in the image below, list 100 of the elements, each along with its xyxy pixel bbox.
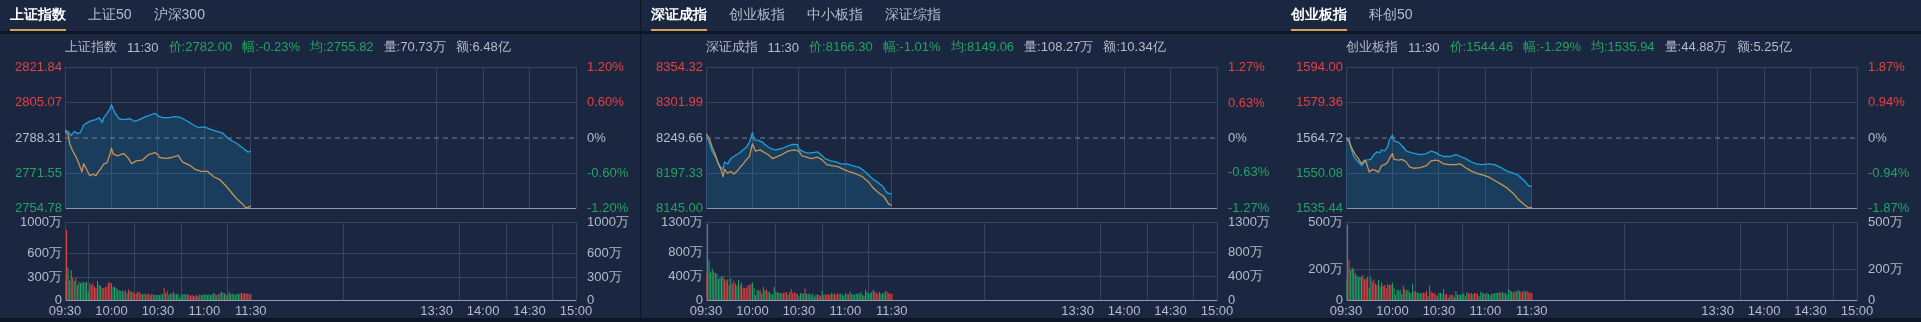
chart-title: 上证指数 xyxy=(65,38,117,56)
y2-tick-label: 1.20% xyxy=(587,59,625,75)
chart-title: 深证成指 xyxy=(705,38,758,56)
y-tick-label: 8249.66 xyxy=(655,129,703,145)
y-tick-label: 1300万 xyxy=(660,214,703,230)
y-tick-label: 0 xyxy=(695,291,703,307)
chart-subtitle: 11:30 xyxy=(127,39,159,55)
y-tick-label: 2754.78 xyxy=(15,199,62,215)
y-tick-label: 8197.33 xyxy=(655,164,703,180)
y2-tick-label: -1.87% xyxy=(1868,199,1910,215)
y2-tick-label: -1.20% xyxy=(587,199,629,215)
x-tick-label: 11:30 xyxy=(1516,302,1548,318)
x-tick-label: 10:00 xyxy=(1376,302,1409,318)
y-tick-label: 1594.00 xyxy=(1296,59,1343,75)
text: 价:1544.46 xyxy=(1449,38,1514,56)
y-tick-label: 300万 xyxy=(27,268,62,284)
text: 额:5.25亿 xyxy=(1736,38,1792,56)
x-tick-label: 11:00 xyxy=(188,302,221,318)
y-tick-label: 600万 xyxy=(27,245,62,261)
text: 价:2782.00 xyxy=(168,38,233,56)
text: 创业板指 xyxy=(1291,6,1347,31)
y2-tick-label: 0.63% xyxy=(1227,94,1265,110)
y2-tick-label: 0 xyxy=(1227,291,1235,307)
y-tick-label: 1000万 xyxy=(20,214,62,230)
y-tick-label: 500万 xyxy=(1308,214,1343,230)
y2-tick-label: 0 xyxy=(1868,291,1876,307)
x-tick-label: 14:30 xyxy=(1153,302,1187,318)
x-tick-label: 10:30 xyxy=(141,302,175,318)
y2-tick-label: -0.60% xyxy=(587,164,629,180)
y-tick-label: 8145.00 xyxy=(655,199,703,215)
y2-tick-label: 0.94% xyxy=(1868,94,1906,110)
y-tick-label: 1550.08 xyxy=(1296,164,1343,180)
y2-tick-label: 300万 xyxy=(587,268,622,284)
y2-tick-label: -1.27% xyxy=(1227,199,1270,215)
chart-subtitle: 11:30 xyxy=(767,39,800,55)
x-tick-label: 11:30 xyxy=(875,302,908,318)
y-tick-label: 8301.99 xyxy=(655,94,703,110)
y2-tick-label: 1300万 xyxy=(1227,214,1270,230)
y-tick-label: 2788.31 xyxy=(15,129,62,145)
text: 价:8166.30 xyxy=(809,38,873,56)
x-tick-label: 13:30 xyxy=(1060,302,1094,318)
y2-tick-label: -0.94% xyxy=(1868,164,1910,180)
chart-title: 创业板指 xyxy=(1346,38,1398,56)
y2-tick-label: 0.60% xyxy=(587,94,625,110)
y2-tick-label: 200万 xyxy=(1868,260,1903,276)
x-tick-label: 13:30 xyxy=(420,302,453,318)
text: 创业板指 xyxy=(728,6,785,24)
y-tick-label: 800万 xyxy=(667,244,703,260)
x-tick-label: 10:00 xyxy=(95,302,128,318)
text: 均:8149.06 xyxy=(950,38,1015,56)
chart-subtitle: 11:30 xyxy=(1408,39,1440,55)
y-tick-label: 2771.55 xyxy=(15,164,62,180)
text: 深证成指 xyxy=(650,6,707,31)
x-tick-label: 10:30 xyxy=(1422,302,1456,318)
x-tick-label: 11:00 xyxy=(829,302,861,318)
y-tick-label: 0 xyxy=(54,291,62,307)
text: 均:1535.94 xyxy=(1591,38,1655,56)
x-tick-label: 11:00 xyxy=(1469,302,1502,318)
y2-tick-label: 1.87% xyxy=(1868,59,1906,75)
y-tick-label: 2821.84 xyxy=(15,59,62,75)
y2-tick-label: 800万 xyxy=(1227,244,1263,260)
y2-tick-label: 1000万 xyxy=(587,214,629,230)
y-tick-label: 200万 xyxy=(1308,260,1343,276)
y2-tick-label: 400万 xyxy=(1227,268,1263,284)
text: 深证综指 xyxy=(884,6,941,24)
y-tick-label: 1535.44 xyxy=(1296,199,1343,215)
x-tick-label: 14:30 xyxy=(1794,302,1827,318)
y2-tick-label: 500万 xyxy=(1868,214,1903,230)
y-tick-label: 2805.07 xyxy=(15,94,62,110)
text: 上证50 xyxy=(88,6,132,24)
text: 上证指数 xyxy=(10,6,66,31)
text: 幅:-0.23% xyxy=(242,38,300,56)
y2-tick-label: 1.27% xyxy=(1227,59,1265,75)
text: 量:108.27万 xyxy=(1024,38,1094,56)
x-tick-label: 13:30 xyxy=(1701,302,1734,318)
x-tick-label: 14:00 xyxy=(466,302,500,318)
y-tick-label: 1564.72 xyxy=(1296,129,1343,145)
x-tick-label: 14:00 xyxy=(1107,302,1140,318)
text: 沪深300 xyxy=(153,6,205,24)
text: 额:6.48亿 xyxy=(455,38,511,56)
y-tick-label: 8354.32 xyxy=(655,59,703,75)
x-tick-label: 14:00 xyxy=(1747,302,1781,318)
text: 量:70.73万 xyxy=(383,38,446,56)
text: 中小板指 xyxy=(806,6,863,24)
x-tick-label: 10:00 xyxy=(735,302,769,318)
y2-tick-label: -0.63% xyxy=(1227,164,1270,180)
x-tick-label: 10:30 xyxy=(782,302,815,318)
y2-tick-label: 0% xyxy=(1227,129,1247,145)
x-tick-label: 11:30 xyxy=(235,302,267,318)
text: 均:2755.82 xyxy=(310,38,374,56)
y2-tick-label: 0% xyxy=(1868,129,1888,145)
y2-tick-label: 600万 xyxy=(587,245,622,261)
y-tick-label: 400万 xyxy=(667,268,703,284)
text: 量:44.88万 xyxy=(1664,38,1727,56)
text: 幅:-1.01% xyxy=(882,38,941,56)
y2-tick-label: 0 xyxy=(587,291,595,307)
x-tick-label: 14:30 xyxy=(513,302,546,318)
text: 幅:-1.29% xyxy=(1523,38,1581,56)
text: 科创50 xyxy=(1369,6,1413,24)
y2-tick-label: 0% xyxy=(587,129,607,145)
